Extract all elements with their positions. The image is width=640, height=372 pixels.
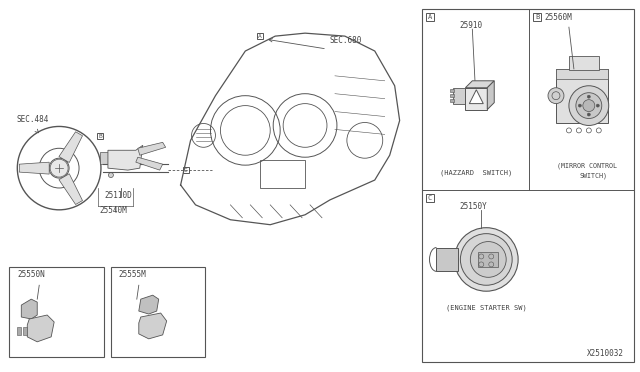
Polygon shape <box>465 88 487 110</box>
Polygon shape <box>136 157 163 170</box>
Text: C: C <box>184 168 188 173</box>
Text: A: A <box>428 14 431 20</box>
Bar <box>10 267 104 357</box>
Polygon shape <box>139 295 159 314</box>
Bar <box>422 9 634 362</box>
Polygon shape <box>21 299 37 319</box>
Text: SEC.484: SEC.484 <box>17 115 49 125</box>
Text: B: B <box>98 134 102 139</box>
Circle shape <box>569 86 609 125</box>
Text: (HAZZARD  SWITCH): (HAZZARD SWITCH) <box>440 169 513 176</box>
Bar <box>556 69 608 124</box>
Text: 25560M: 25560M <box>544 13 572 22</box>
Bar <box>533 13 541 21</box>
Polygon shape <box>465 81 494 88</box>
Text: 25540M: 25540M <box>99 206 127 215</box>
Polygon shape <box>59 132 83 163</box>
Bar <box>426 13 433 21</box>
Polygon shape <box>139 313 166 339</box>
Bar <box>23 327 28 335</box>
Bar <box>100 152 110 164</box>
Bar <box>569 56 599 70</box>
Text: A: A <box>259 33 262 39</box>
Bar <box>436 247 458 271</box>
Bar <box>453 88 467 104</box>
Text: 25555M: 25555M <box>119 270 147 279</box>
Polygon shape <box>487 81 494 110</box>
Bar <box>478 251 498 267</box>
Circle shape <box>108 173 113 177</box>
Bar <box>257 33 263 39</box>
Text: 25910: 25910 <box>460 21 483 30</box>
Text: 25110D: 25110D <box>104 191 132 200</box>
Circle shape <box>579 104 581 107</box>
Bar <box>17 327 21 335</box>
Polygon shape <box>19 162 49 174</box>
Polygon shape <box>108 145 143 170</box>
Text: C: C <box>428 195 431 201</box>
Circle shape <box>596 104 599 107</box>
Text: SWITCH): SWITCH) <box>580 172 608 179</box>
Circle shape <box>460 234 512 285</box>
Bar <box>260 160 305 188</box>
Bar <box>426 194 433 202</box>
Text: 25550N: 25550N <box>17 270 45 279</box>
Polygon shape <box>28 315 54 342</box>
Circle shape <box>576 93 602 119</box>
Text: (ENGINE STARTER SW): (ENGINE STARTER SW) <box>446 304 527 311</box>
Bar <box>556 69 608 79</box>
Bar <box>97 134 103 140</box>
Polygon shape <box>59 174 83 205</box>
Circle shape <box>588 95 590 98</box>
Circle shape <box>50 159 68 177</box>
Circle shape <box>470 241 506 277</box>
Circle shape <box>588 113 590 116</box>
Bar <box>111 267 205 357</box>
Circle shape <box>548 88 564 104</box>
Polygon shape <box>138 142 166 155</box>
Bar <box>451 99 454 102</box>
Bar <box>451 89 454 92</box>
Text: X2510032: X2510032 <box>587 349 623 358</box>
Bar <box>451 94 454 97</box>
Circle shape <box>454 228 518 291</box>
Text: 25150Y: 25150Y <box>460 202 487 211</box>
Circle shape <box>108 159 113 164</box>
Bar <box>182 167 189 173</box>
Polygon shape <box>469 90 483 104</box>
Text: B: B <box>535 14 539 20</box>
Circle shape <box>583 100 595 112</box>
Text: (MIRROR CONTROL: (MIRROR CONTROL <box>557 162 617 169</box>
Text: SEC.680: SEC.680 <box>330 36 362 45</box>
